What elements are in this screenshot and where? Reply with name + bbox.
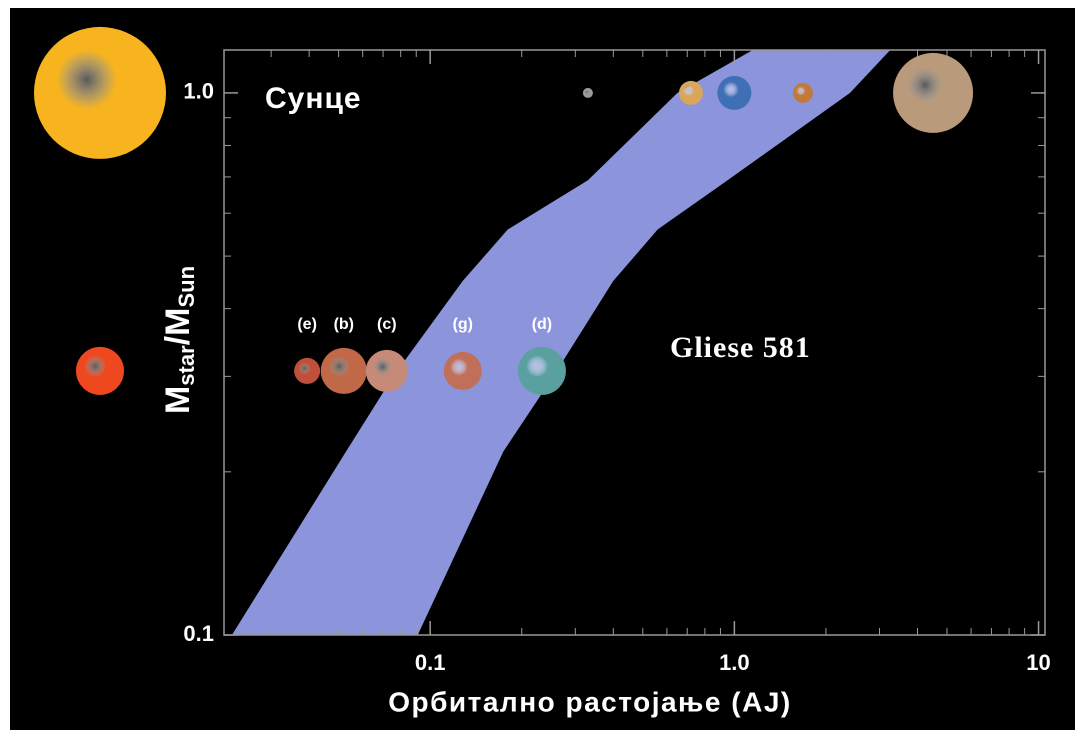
planet-label: (c) [377, 316, 397, 333]
y-tick-label: 1.0 [183, 79, 214, 104]
x-tick-label: 0.1 [415, 650, 446, 675]
planet-label: (e) [297, 316, 317, 333]
y-label-part: M [159, 386, 197, 414]
planet [443, 351, 482, 390]
planet [717, 75, 752, 110]
planet [792, 82, 813, 103]
x-tick-label: 1.0 [719, 650, 750, 675]
y-tick-label: 0.1 [183, 621, 214, 646]
planet [365, 349, 408, 392]
plot-frame [223, 49, 1046, 636]
y-label-part: /M [159, 308, 197, 346]
planet [320, 347, 367, 394]
plot-area [231, 50, 891, 635]
planet [517, 346, 566, 395]
system-name: Gliese 581 [670, 331, 811, 364]
planet [582, 87, 593, 98]
habitable-zone [231, 50, 891, 635]
y-label-sub: Sun [174, 266, 199, 308]
planet [294, 357, 321, 384]
y-label-sub: star [174, 345, 199, 386]
x-axis-label: Орбитално растојање (AJ) [388, 686, 791, 717]
y-axis-label: Mstar/MSun [159, 266, 199, 414]
planet [678, 80, 703, 105]
star [34, 26, 166, 159]
planet-label: (g) [453, 316, 473, 333]
planet-label: (d) [532, 316, 552, 333]
star [76, 346, 124, 395]
system-name: Сунце [265, 82, 362, 115]
planets [294, 52, 974, 395]
planet [893, 52, 974, 133]
x-tick-label: 10 [1026, 650, 1050, 675]
planet-label: (b) [334, 316, 354, 333]
